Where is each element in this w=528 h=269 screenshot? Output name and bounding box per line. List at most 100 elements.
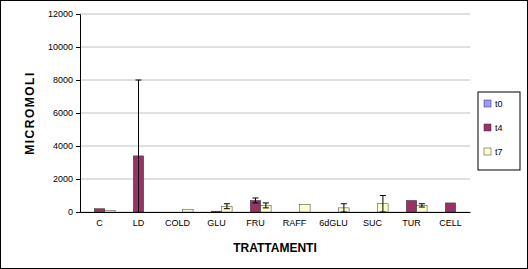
bar	[105, 210, 115, 212]
error-line	[255, 198, 256, 203]
x-tick: COLD	[165, 212, 191, 228]
legend-label: t7	[495, 147, 503, 157]
y-tick-mark	[76, 146, 80, 147]
y-tick: 6000	[53, 108, 80, 118]
bar	[84, 212, 94, 213]
x-tick-label: SUC	[363, 218, 383, 228]
plot: 020004000600080001000012000CLDCOLDGLUFRU…	[48, 9, 471, 231]
y-tick: 10000	[48, 42, 80, 52]
bar	[144, 212, 154, 213]
bar	[357, 212, 367, 213]
y-tick: 0	[68, 207, 80, 217]
x-tick: LD	[133, 212, 145, 228]
x-tick: 6dGLU	[319, 212, 348, 228]
x-tick: TUR	[402, 212, 421, 228]
chart: 020004000600080001000012000CLDCOLDGLUFRU…	[0, 0, 528, 269]
bar	[289, 212, 299, 213]
error-bar	[263, 203, 269, 208]
x-tick: GLU	[207, 212, 226, 228]
y-tick-mark	[76, 14, 80, 15]
error-cap	[263, 207, 269, 208]
marks	[94, 80, 455, 212]
error-bar	[224, 204, 230, 209]
error-cap	[380, 195, 386, 196]
bar	[172, 212, 182, 213]
bar	[396, 212, 406, 213]
bar	[318, 212, 328, 213]
bar	[435, 212, 445, 213]
x-tick-label: LD	[133, 218, 145, 228]
x-tick-label: RAFF	[283, 218, 307, 228]
y-tick-label: 8000	[53, 75, 73, 85]
x-tick-label: GLU	[207, 218, 226, 228]
grid-line	[80, 80, 470, 81]
series	[105, 196, 427, 213]
bar	[300, 205, 310, 212]
series	[94, 80, 455, 212]
y-tick-mark	[76, 113, 80, 114]
error-cap	[419, 203, 425, 204]
error-cap	[341, 212, 347, 213]
bar	[406, 200, 416, 212]
error-line	[343, 204, 344, 212]
y-tick-label: 0	[68, 207, 73, 217]
bar	[94, 209, 104, 212]
legend: t0 t4 t7	[478, 92, 520, 170]
error-line	[226, 204, 227, 209]
y-tick-mark	[76, 47, 80, 48]
x-axis-title: TRATTAMENTI	[233, 241, 317, 255]
legend-swatch	[484, 148, 491, 155]
legend-label: t4	[495, 123, 503, 133]
error-cap	[253, 197, 259, 198]
x-tick: CELL	[439, 212, 462, 228]
y-tick-label: 10000	[48, 42, 73, 52]
error-bar	[419, 204, 425, 207]
x-tick: SUC	[363, 212, 383, 228]
error-line	[265, 203, 266, 208]
error-cap	[224, 203, 230, 204]
grid-line	[80, 47, 470, 48]
error-cap	[263, 202, 269, 203]
x-tick-label: FRU	[246, 218, 265, 228]
y-tick-mark	[76, 179, 80, 180]
y-tick-label: 6000	[53, 108, 73, 118]
bar	[240, 212, 250, 213]
x-tick: FRU	[246, 212, 265, 228]
error-line	[382, 196, 383, 213]
error-cap	[419, 207, 425, 208]
error-bar	[253, 198, 259, 203]
error-bar	[380, 196, 386, 213]
y-tick-label: 4000	[53, 141, 73, 151]
legend-swatch	[484, 100, 491, 107]
x-tick: RAFF	[283, 212, 307, 228]
x-tick-label: TUR	[402, 218, 421, 228]
bar	[162, 212, 172, 213]
legend-swatch	[484, 124, 491, 131]
y-tick-mark	[76, 80, 80, 81]
x-axis: CLDCOLDGLUFRURAFF6dGLUSUCTURCELL	[81, 212, 471, 228]
y-tick-mark	[76, 212, 80, 213]
x-tick-label: 6dGLU	[319, 218, 348, 228]
error-bar	[136, 80, 142, 212]
y-axis-title: MICROMOLI	[23, 71, 37, 155]
bar	[367, 212, 377, 213]
y-axis: 0 2000 4000 6000 8000 10000 12000	[48, 9, 81, 217]
error-cap	[341, 203, 347, 204]
bar	[183, 210, 193, 212]
bar	[123, 212, 133, 213]
error-cap	[224, 208, 230, 209]
bar	[328, 212, 338, 213]
error-cap	[380, 212, 386, 213]
legend-label: t0	[495, 99, 503, 109]
x-tick-label: COLD	[165, 218, 191, 228]
y-axis-line	[76, 15, 81, 213]
y-tick-label: 2000	[53, 174, 73, 184]
error-cap	[136, 80, 142, 81]
bar	[201, 212, 211, 213]
error-bar	[341, 204, 347, 212]
y-tick-label: 12000	[48, 9, 73, 19]
bar	[456, 212, 466, 213]
error-line	[138, 80, 139, 212]
bar	[279, 212, 289, 213]
y-tick: 4000	[53, 141, 80, 151]
